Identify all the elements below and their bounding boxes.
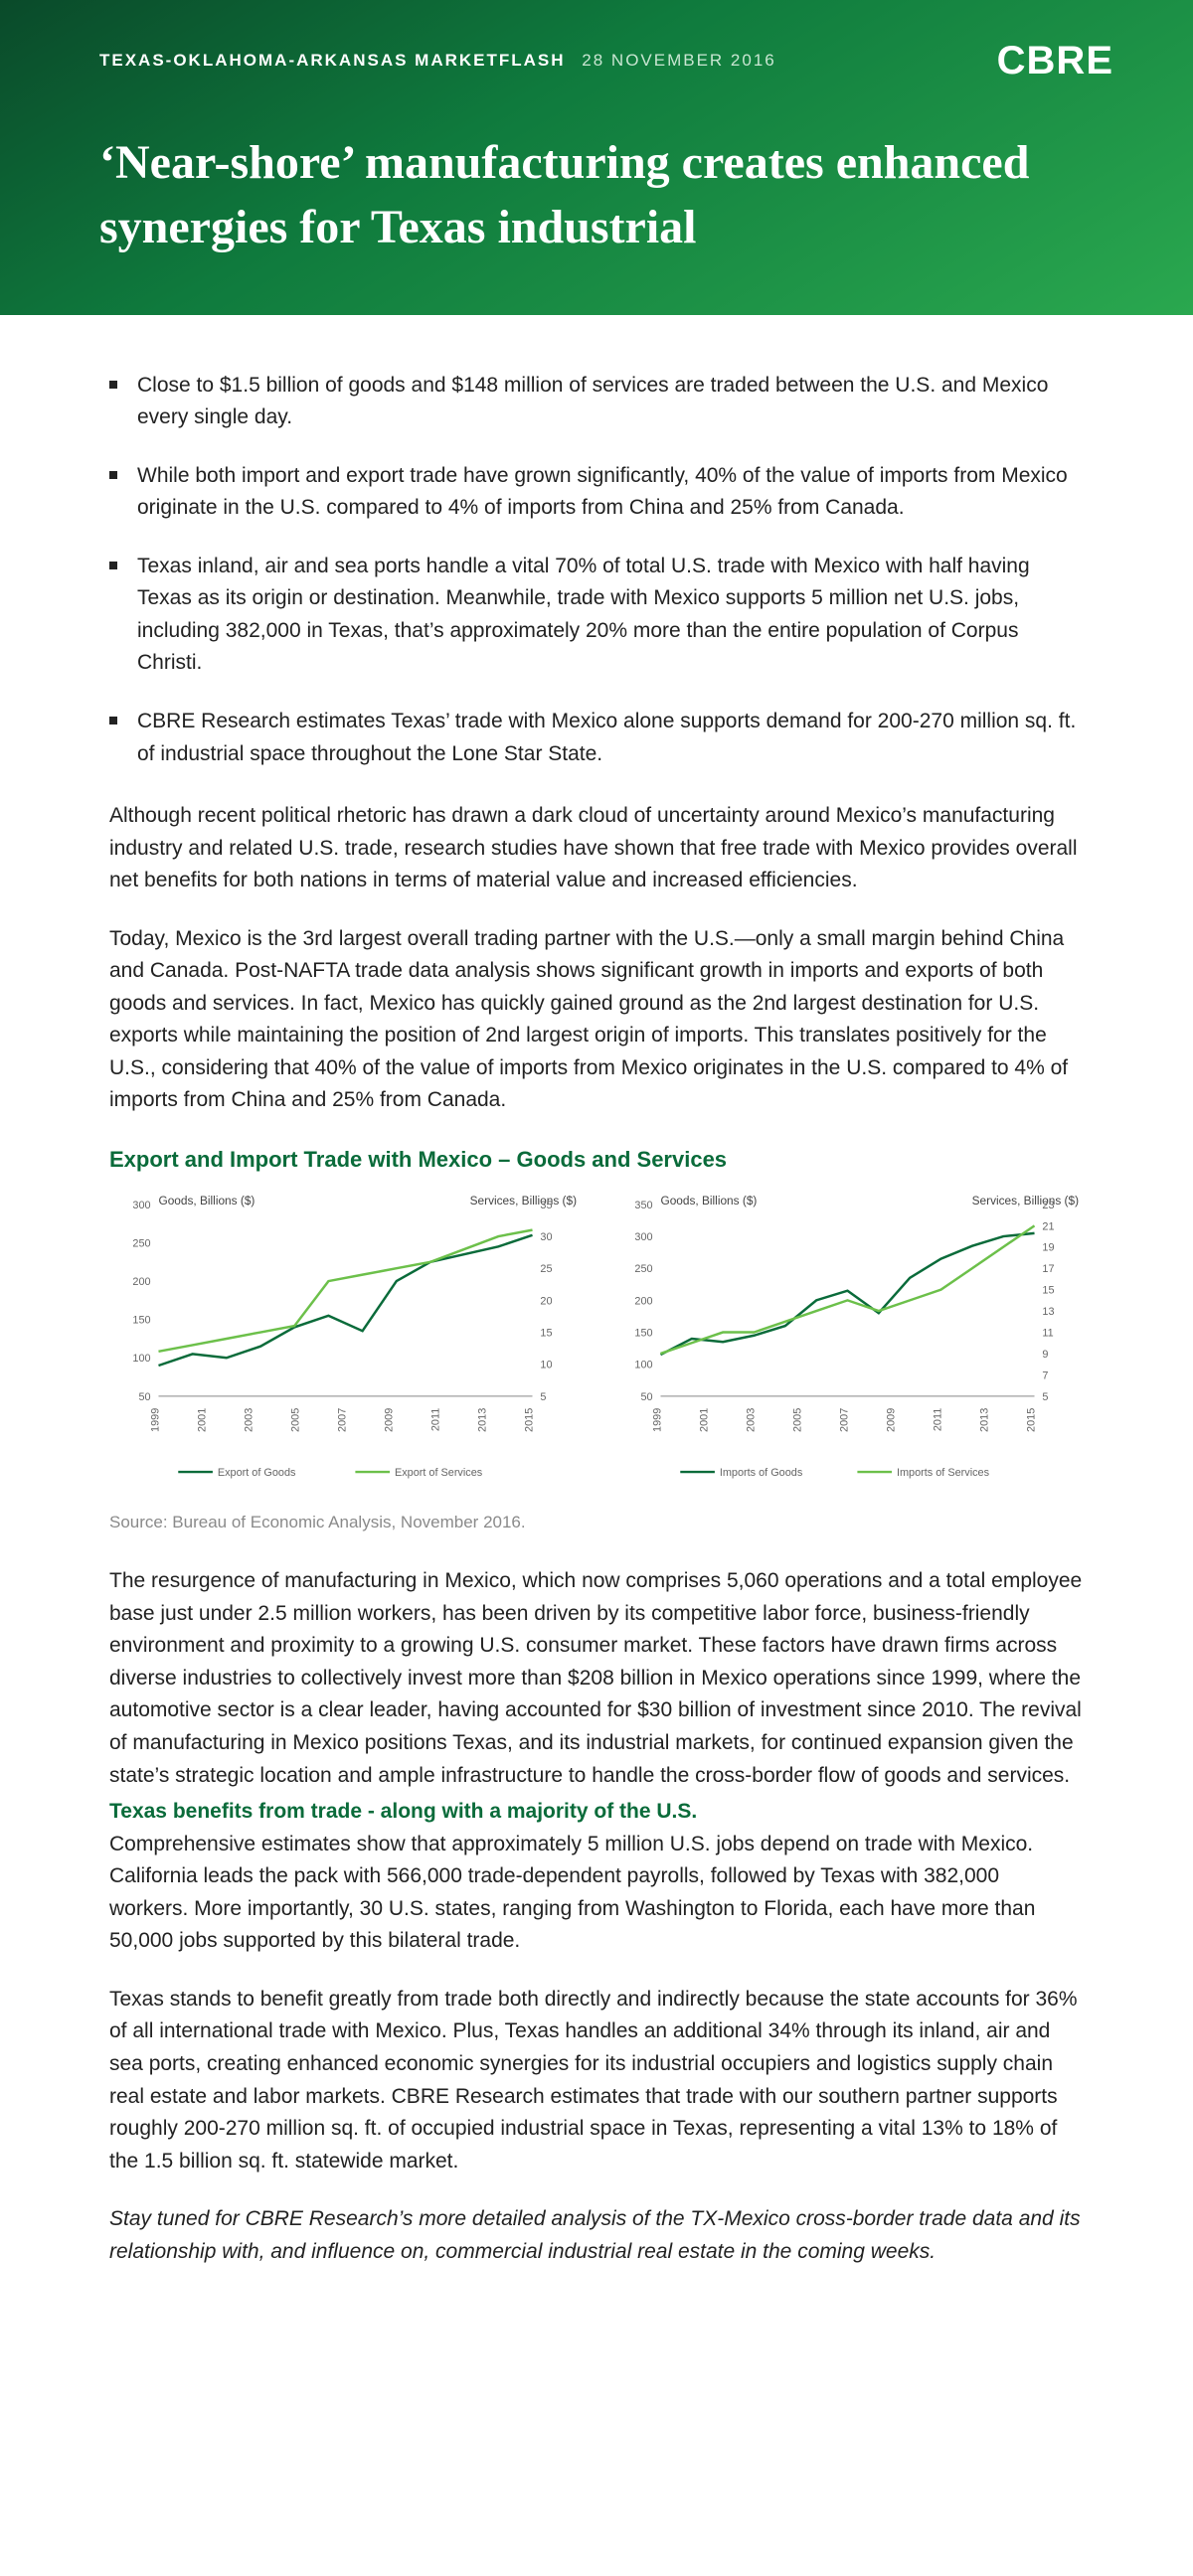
page: TEXAS-OKLAHOMA-ARKANSAS MARKETFLASH 28 N… [0, 0, 1193, 2353]
svg-text:2015: 2015 [524, 1408, 536, 1432]
svg-text:2013: 2013 [477, 1408, 489, 1432]
svg-text:2007: 2007 [839, 1408, 851, 1432]
header-top-row: TEXAS-OKLAHOMA-ARKANSAS MARKETFLASH 28 N… [99, 30, 1113, 91]
svg-text:50: 50 [138, 1391, 150, 1403]
svg-text:Services, Billions ($): Services, Billions ($) [972, 1195, 1079, 1208]
svg-text:35: 35 [540, 1200, 552, 1211]
svg-text:200: 200 [634, 1295, 652, 1307]
content-body: Close to $1.5 billion of goods and $148 … [0, 315, 1193, 2354]
sub-heading: Texas benefits from trade - along with a… [109, 1796, 1084, 1829]
svg-text:2003: 2003 [745, 1408, 757, 1432]
chart-section-title: Export and Import Trade with Mexico – Go… [109, 1143, 1084, 1177]
svg-text:150: 150 [634, 1328, 652, 1340]
list-item: CBRE Research estimates Texas’ trade wit… [109, 706, 1084, 770]
svg-text:15: 15 [540, 1328, 552, 1340]
svg-text:11: 11 [1042, 1328, 1053, 1340]
svg-text:2011: 2011 [430, 1408, 442, 1431]
chart-source: Source: Bureau of Economic Analysis, Nov… [109, 1510, 1084, 1535]
eyebrow-text: TEXAS-OKLAHOMA-ARKANSAS MARKETFLASH [99, 51, 566, 70]
svg-text:Goods, Billions ($): Goods, Billions ($) [660, 1195, 757, 1208]
svg-text:Goods, Billions ($): Goods, Billions ($) [158, 1195, 255, 1208]
brand-logo: CBRE [997, 30, 1113, 91]
publish-date: 28 NOVEMBER 2016 [582, 51, 775, 70]
svg-text:300: 300 [132, 1200, 150, 1211]
import-chart: Goods, Billions ($) Services, Billions ($… [611, 1195, 1084, 1490]
svg-text:2001: 2001 [196, 1408, 208, 1432]
header-banner: TEXAS-OKLAHOMA-ARKANSAS MARKETFLASH 28 N… [0, 0, 1193, 315]
list-item: While both import and export trade have … [109, 460, 1084, 525]
svg-text:19: 19 [1042, 1242, 1054, 1254]
svg-text:2015: 2015 [1026, 1408, 1038, 1432]
svg-text:Services, Billions ($): Services, Billions ($) [470, 1195, 577, 1208]
list-item: Texas inland, air and sea ports handle a… [109, 551, 1084, 680]
svg-text:1999: 1999 [651, 1408, 663, 1432]
svg-text:Imports of Goods: Imports of Goods [720, 1467, 803, 1479]
svg-text:13: 13 [1042, 1306, 1054, 1318]
svg-text:5: 5 [540, 1391, 546, 1403]
svg-text:2007: 2007 [337, 1408, 349, 1432]
svg-text:300: 300 [634, 1231, 652, 1243]
paragraph-outro: Stay tuned for CBRE Research’s more deta… [109, 2203, 1084, 2268]
export-chart: Goods, Billions ($) Services, Billions ($… [109, 1195, 582, 1490]
svg-text:7: 7 [1042, 1369, 1048, 1381]
eyebrow: TEXAS-OKLAHOMA-ARKANSAS MARKETFLASH 28 N… [99, 48, 776, 74]
svg-text:2001: 2001 [698, 1408, 710, 1432]
svg-text:2003: 2003 [243, 1408, 255, 1432]
svg-text:Export of Goods: Export of Goods [218, 1467, 296, 1479]
svg-text:50: 50 [640, 1391, 652, 1403]
document-title: ‘Near-shore’ manufacturing creates enhan… [99, 131, 1113, 260]
svg-text:17: 17 [1042, 1263, 1054, 1275]
svg-text:23: 23 [1042, 1200, 1054, 1211]
svg-text:150: 150 [132, 1315, 150, 1327]
import-chart-svg: Goods, Billions ($) Services, Billions ($… [611, 1195, 1084, 1490]
svg-text:1999: 1999 [149, 1408, 161, 1432]
key-points-list: Close to $1.5 billion of goods and $148 … [109, 370, 1084, 770]
svg-text:250: 250 [132, 1238, 150, 1250]
export-chart-svg: Goods, Billions ($) Services, Billions ($… [109, 1195, 582, 1490]
paragraph: Today, Mexico is the 3rd largest overall… [109, 923, 1084, 1117]
svg-text:25: 25 [540, 1263, 552, 1275]
svg-text:100: 100 [132, 1353, 150, 1365]
svg-text:100: 100 [634, 1360, 652, 1371]
paragraph: Comprehensive estimates show that approx… [109, 1829, 1084, 1958]
svg-text:2011: 2011 [933, 1408, 944, 1431]
svg-text:5: 5 [1042, 1391, 1048, 1403]
svg-text:2005: 2005 [791, 1408, 803, 1432]
svg-text:21: 21 [1042, 1220, 1054, 1232]
svg-text:2013: 2013 [979, 1408, 991, 1432]
svg-text:15: 15 [1042, 1285, 1054, 1297]
svg-text:30: 30 [540, 1231, 552, 1243]
svg-text:Imports of Services: Imports of Services [897, 1467, 990, 1479]
svg-text:9: 9 [1042, 1349, 1048, 1361]
paragraph: Although recent political rhetoric has d… [109, 800, 1084, 897]
svg-text:200: 200 [132, 1276, 150, 1288]
svg-text:250: 250 [634, 1263, 652, 1275]
svg-text:2009: 2009 [384, 1408, 396, 1432]
svg-text:2009: 2009 [886, 1408, 898, 1432]
svg-text:2005: 2005 [289, 1408, 301, 1432]
list-item: Close to $1.5 billion of goods and $148 … [109, 370, 1084, 434]
charts-row: Goods, Billions ($) Services, Billions ($… [109, 1195, 1084, 1490]
paragraph: The resurgence of manufacturing in Mexic… [109, 1565, 1084, 1792]
svg-text:350: 350 [634, 1200, 652, 1211]
svg-text:Export of Services: Export of Services [395, 1467, 483, 1479]
svg-text:20: 20 [540, 1295, 552, 1307]
svg-text:10: 10 [540, 1360, 552, 1371]
paragraph: Texas stands to benefit greatly from tra… [109, 1984, 1084, 2177]
